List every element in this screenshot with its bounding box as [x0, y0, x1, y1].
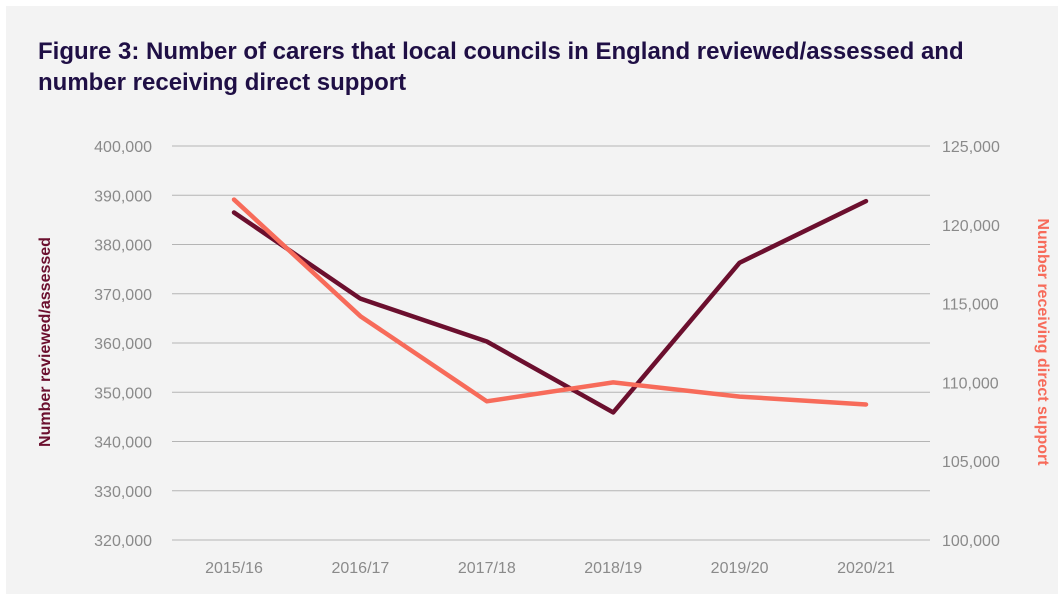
x-tick-label: 2015/16: [205, 560, 263, 577]
left-tick-label: 330,000: [94, 484, 152, 501]
x-tick-label: 2017/18: [458, 560, 516, 577]
right-tick-label: 120,000: [942, 218, 1000, 235]
x-axis-ticks: 2015/16 2016/17 2017/18 2018/19 2019/20 2020/…: [205, 560, 895, 577]
right-tick-label: 115,000: [942, 297, 999, 314]
left-axis-title: Number reviewed/assessed: [37, 237, 54, 447]
left-tick-label: 320,000: [94, 533, 152, 550]
x-tick-label: 2019/20: [711, 560, 769, 577]
left-tick-label: 360,000: [94, 336, 152, 353]
left-tick-label: 400,000: [94, 139, 152, 156]
left-tick-label: 350,000: [94, 385, 152, 402]
series-line-direct-support: [231, 197, 869, 407]
left-tick-label: 370,000: [94, 287, 152, 304]
x-tick-label: 2018/19: [584, 560, 642, 577]
left-tick-label: 380,000: [94, 238, 152, 255]
series-lines: [231, 197, 869, 415]
left-axis-ticks: 320,000 330,000 340,000 350,000 360,000 370,0…: [94, 139, 152, 550]
x-tick-label: 2020/21: [837, 560, 895, 577]
right-axis-title: Number receiving direct support: [1034, 218, 1051, 466]
right-tick-label: 100,000: [942, 533, 1000, 550]
chart-title: Figure 3: Number of carers that local co…: [38, 38, 964, 96]
series-line-reviewed-assessed: [231, 198, 869, 415]
chart-panel: [6, 6, 1058, 594]
x-tick-label: 2016/17: [331, 560, 389, 577]
gridlines: [172, 145, 930, 541]
right-tick-label: 125,000: [942, 139, 1000, 156]
left-tick-label: 340,000: [94, 435, 152, 452]
right-axis-ticks: 100,000 105,000 110,000 115,000 120,000 125,0…: [942, 139, 1000, 550]
right-tick-label: 105,000: [942, 454, 1000, 471]
left-tick-label: 390,000: [94, 188, 152, 205]
right-tick-label: 110,000: [942, 375, 999, 392]
